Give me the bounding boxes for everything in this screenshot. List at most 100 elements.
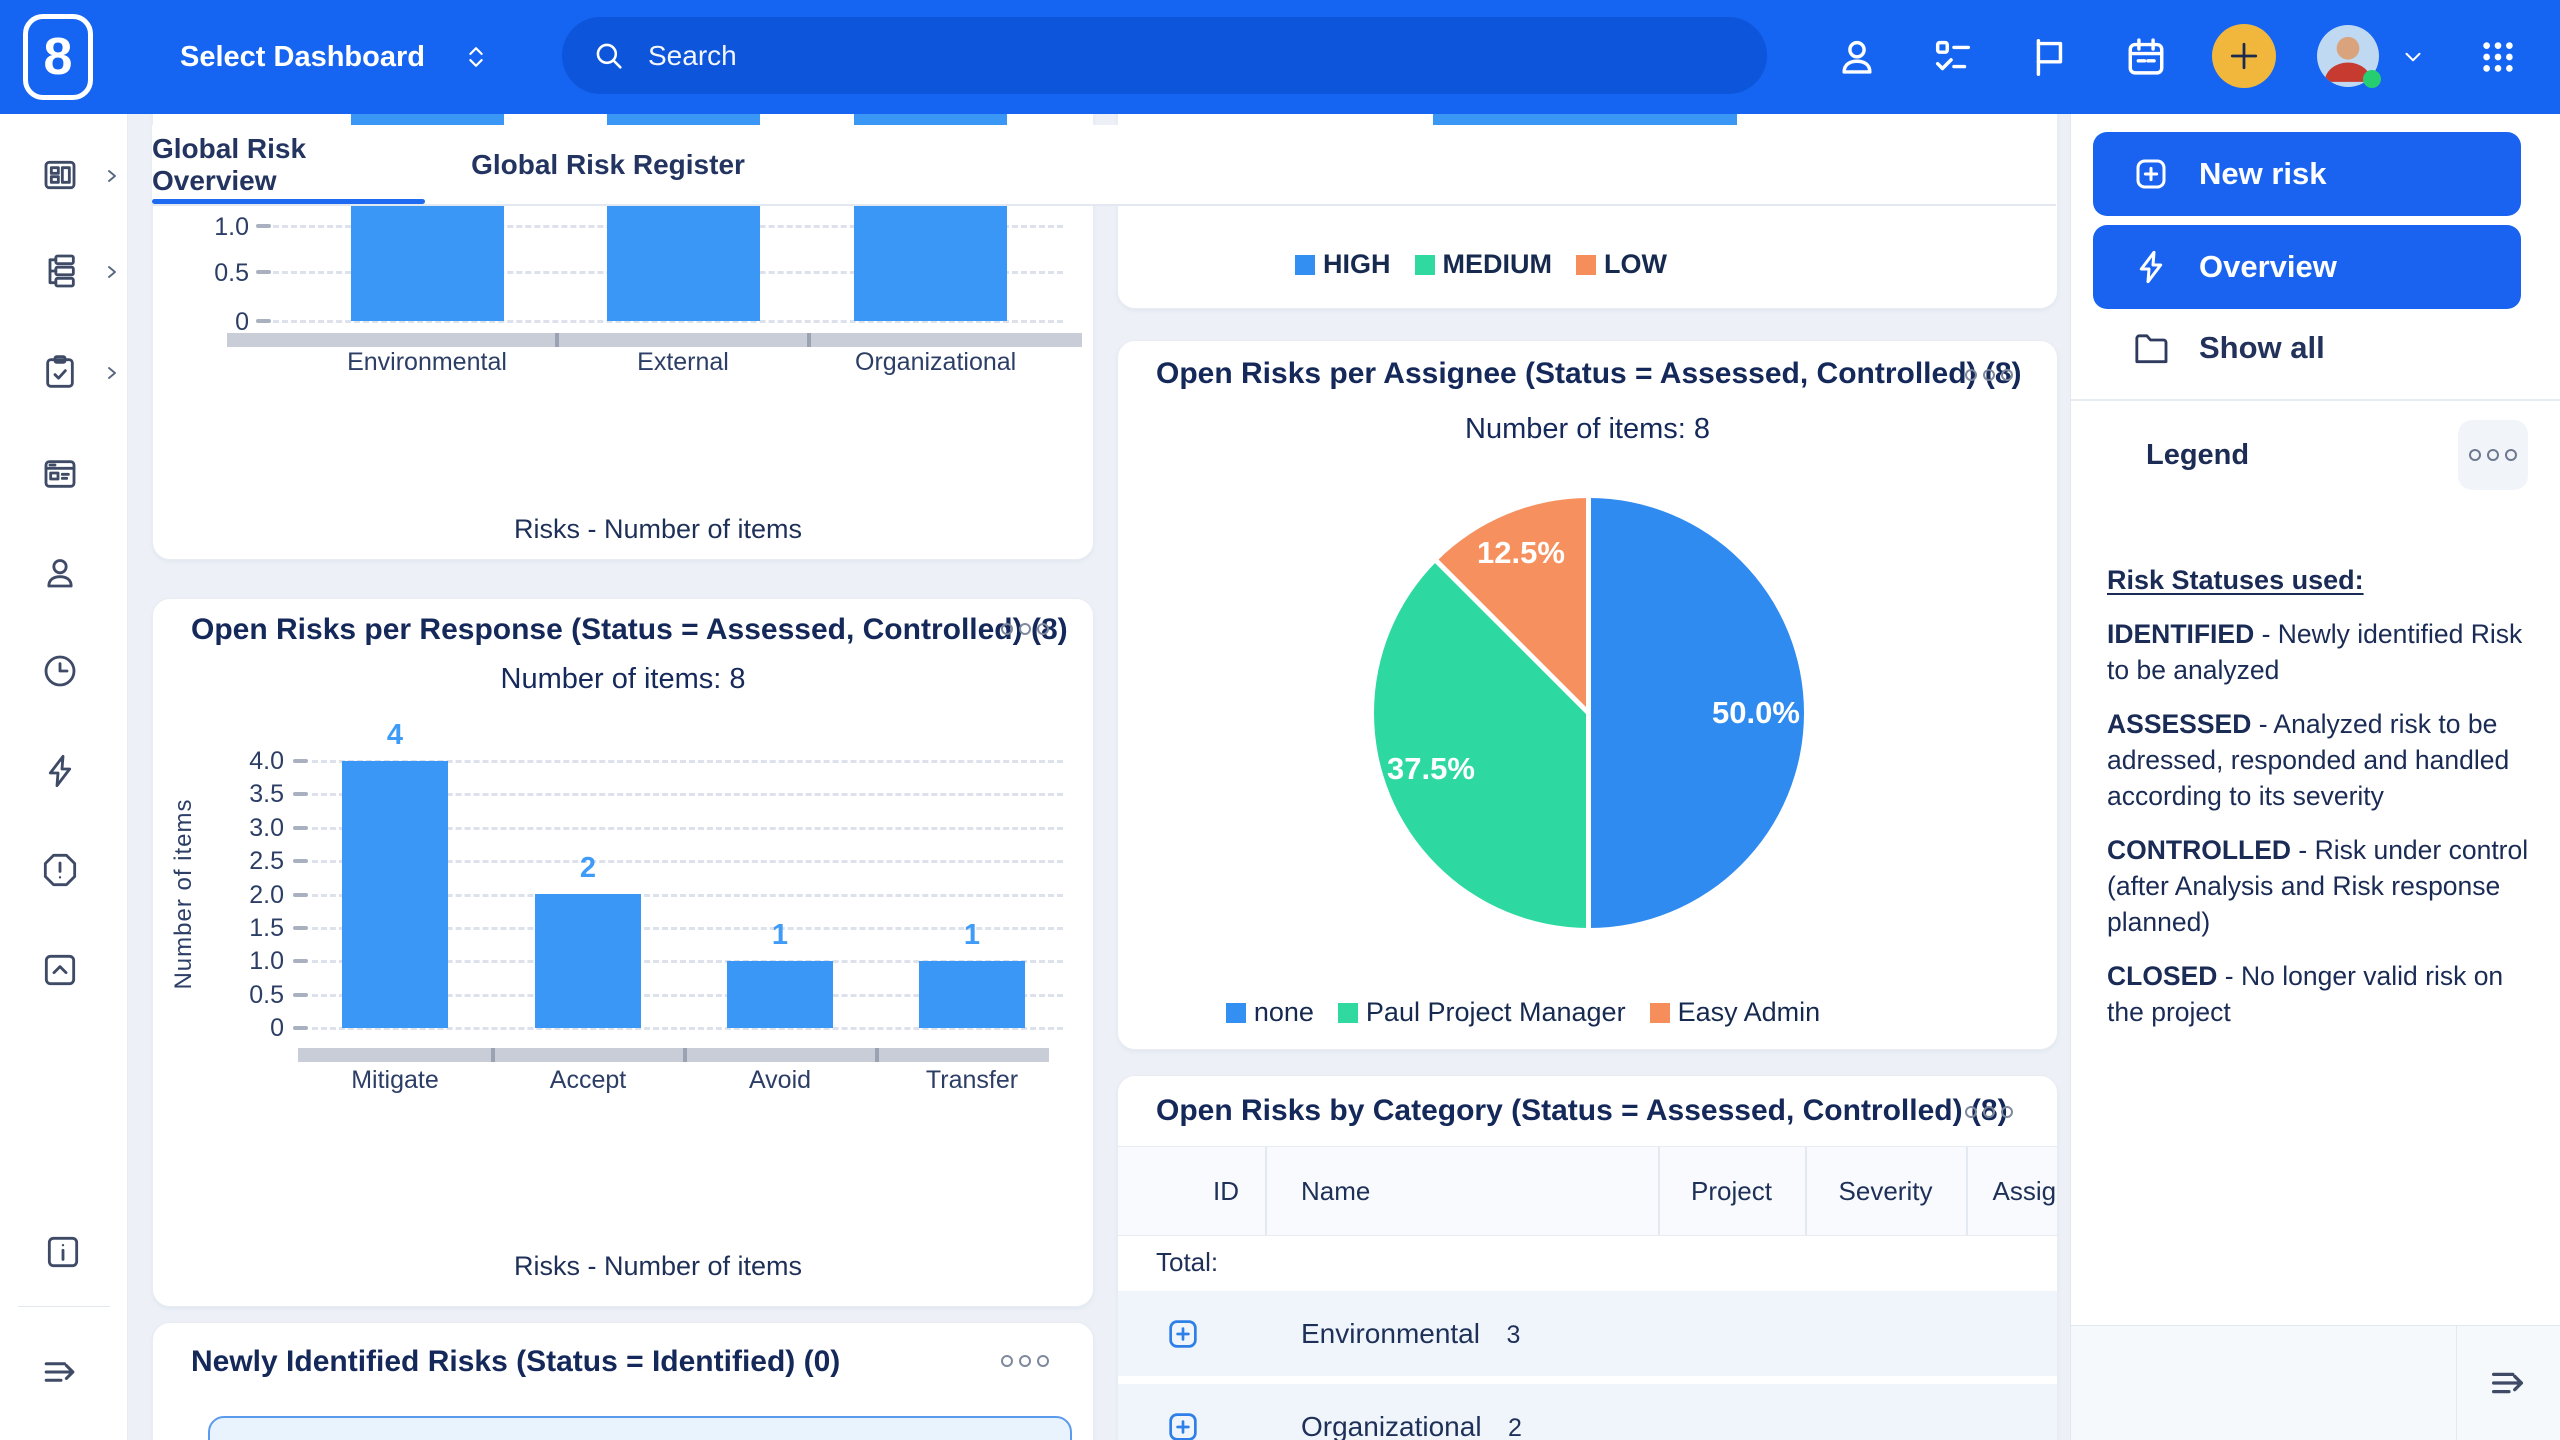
dashboard-selector[interactable]: Select Dashboard [180, 0, 491, 114]
legend-label: LOW [1604, 249, 1667, 279]
select-chevrons-icon [469, 47, 483, 67]
status-assessed: ASSESSED - Analyzed risk to be adressed,… [2107, 709, 2510, 811]
card-open-risks-per-response: Open Risks per Response (Status = Assess… [152, 598, 1094, 1307]
clock-icon [44, 655, 76, 687]
group-count: 2 [1508, 1414, 1522, 1440]
flag-icon [2036, 38, 2063, 76]
panel-collapse-button[interactable] [2485, 1360, 2531, 1411]
sidebar-footer-divider [18, 1306, 110, 1307]
response-bars: 4 2 1 1 [153, 599, 1093, 1306]
panel-divider [2071, 399, 2560, 401]
column-header-severity[interactable]: Severity [1838, 1176, 1933, 1206]
chevron-right-icon[interactable] [103, 167, 121, 185]
statuses-heading: Risk Statuses used: [2107, 565, 2364, 595]
table-group-row-environmental[interactable]: Environmental 3 [1118, 1291, 2057, 1376]
ytick: 2.0 [249, 881, 284, 909]
card-menu-button[interactable] [1001, 623, 1049, 635]
chart-subtitle: Number of items: 8 [500, 663, 746, 695]
card-title: Open Risks per Response (Status = Assess… [191, 613, 1068, 646]
overview-button[interactable]: Overview [2093, 225, 2521, 309]
folder-icon [2135, 334, 2168, 364]
bar-value-label: 1 [771, 919, 789, 951]
xlabel-external: External [637, 348, 729, 376]
chevron-down-icon[interactable] [2400, 44, 2426, 70]
column-header-assignee[interactable]: Assignee [1992, 1176, 2057, 1206]
user-icon [47, 559, 73, 588]
new-risk-button[interactable]: New risk [2093, 132, 2521, 216]
ytick: 3.0 [249, 814, 284, 842]
expand-plus-button[interactable] [1164, 1315, 1202, 1353]
legend-section-title: Legend [2146, 439, 2250, 471]
column-header-project[interactable]: Project [1691, 1176, 1772, 1206]
chevron-right-icon[interactable] [103, 364, 121, 382]
ytick: 0 [235, 308, 249, 336]
sidebar-expand-button[interactable] [38, 1350, 82, 1399]
arrow-right-lines-icon [44, 1362, 75, 1382]
column-header-name[interactable]: Name [1301, 1176, 1371, 1206]
ytick: 1.5 [249, 914, 284, 942]
expand-plus-button[interactable] [1164, 1408, 1202, 1440]
app-logo[interactable]: 8 [23, 14, 93, 100]
user-icon [1842, 40, 1872, 74]
user-avatar[interactable] [2317, 25, 2381, 88]
high-color-swatch [1295, 254, 1315, 275]
xlabel-transfer: Transfer [925, 1066, 1019, 1094]
legend-menu-button[interactable] [2458, 420, 2528, 490]
xlabel-organizational: Organizational [855, 348, 1017, 376]
legend-item-low: LOW [1576, 249, 1667, 280]
search-icon [596, 43, 622, 69]
legend-label: HIGH [1323, 249, 1391, 279]
xlabel-environmental: Environmental [347, 348, 507, 376]
clipboard-check-icon [46, 355, 74, 388]
topbar-tasks-button[interactable] [1930, 34, 1976, 85]
chart-caption: Risks - Number of items [513, 1251, 803, 1281]
table-header-row: ID Name Project Severity Assignee [1118, 1146, 2057, 1236]
sidebar-item-alerts[interactable] [40, 850, 80, 895]
pie-value-easy-admin: 12.5% [1477, 535, 1565, 570]
xlabel-mitigate: Mitigate [351, 1066, 439, 1094]
card-menu-button[interactable] [1965, 369, 2013, 381]
topbar-calendar-button[interactable] [2123, 34, 2169, 85]
sidebar-item-modules[interactable] [40, 454, 80, 499]
chart-subtitle: Number of items: 8 [1465, 413, 1710, 445]
bar-value-label: 2 [579, 852, 597, 884]
sidebar-item-quick-actions[interactable] [40, 751, 80, 796]
ytick: 1.0 [214, 213, 249, 241]
bar-mitigate [342, 761, 448, 1028]
total-label: Total: [1156, 1247, 1219, 1277]
grid-dots-icon [2483, 42, 2513, 72]
dashboard-selector-label: Select Dashboard [180, 40, 425, 73]
card-open-risks-by-category: Open Risks by Category (Status = Assesse… [1117, 1075, 2058, 1440]
column-header-id[interactable]: ID [1213, 1176, 1239, 1206]
topbar-user-directory-button[interactable] [1834, 34, 1880, 85]
sidebar-item-dashboards[interactable] [40, 155, 80, 200]
add-new-button[interactable] [2212, 24, 2276, 88]
sidebar-item-users[interactable] [40, 553, 80, 598]
card-open-risks-per-assignee: Open Risks per Assignee (Status = Assess… [1117, 340, 2058, 1050]
chevron-right-icon[interactable] [103, 263, 121, 281]
card-menu-button[interactable] [1001, 1355, 1049, 1367]
plus-square-icon [1169, 1413, 1197, 1440]
sidebar-info-button[interactable] [43, 1232, 83, 1277]
topbar-flag-button[interactable] [2025, 34, 2071, 85]
sidebar-item-project-tree[interactable] [40, 251, 80, 296]
sidebar-item-time[interactable] [40, 651, 80, 696]
right-panel: New risk Overview Show all Legend Risk S… [2070, 114, 2560, 1440]
top-bar: 8 Select Dashboard [0, 0, 2560, 114]
sidebar-item-collapse-box[interactable] [40, 950, 80, 995]
apps-grid-button[interactable] [2477, 36, 2519, 83]
ytick: 1.0 [249, 947, 284, 975]
show-all-button[interactable]: Show all [2093, 316, 2521, 380]
browser-window-icon [44, 460, 76, 488]
card-menu-button[interactable] [1965, 1106, 2013, 1118]
card-title: Open Risks by Category (Status = Assesse… [1156, 1094, 2008, 1127]
panel-footer [2071, 1325, 2560, 1440]
sidebar-item-tasks[interactable] [40, 352, 80, 397]
bar-avoid [727, 961, 833, 1028]
zap-icon [2139, 250, 2163, 284]
search-input[interactable] [562, 17, 1767, 94]
alert-octagon-icon [43, 853, 77, 887]
tab-global-risk-register[interactable]: Global Risk Register [453, 125, 763, 204]
table-group-row-organizational[interactable]: Organizational 2 [1118, 1384, 2057, 1440]
tab-global-risk-overview[interactable]: Global Risk Overview [152, 125, 425, 204]
